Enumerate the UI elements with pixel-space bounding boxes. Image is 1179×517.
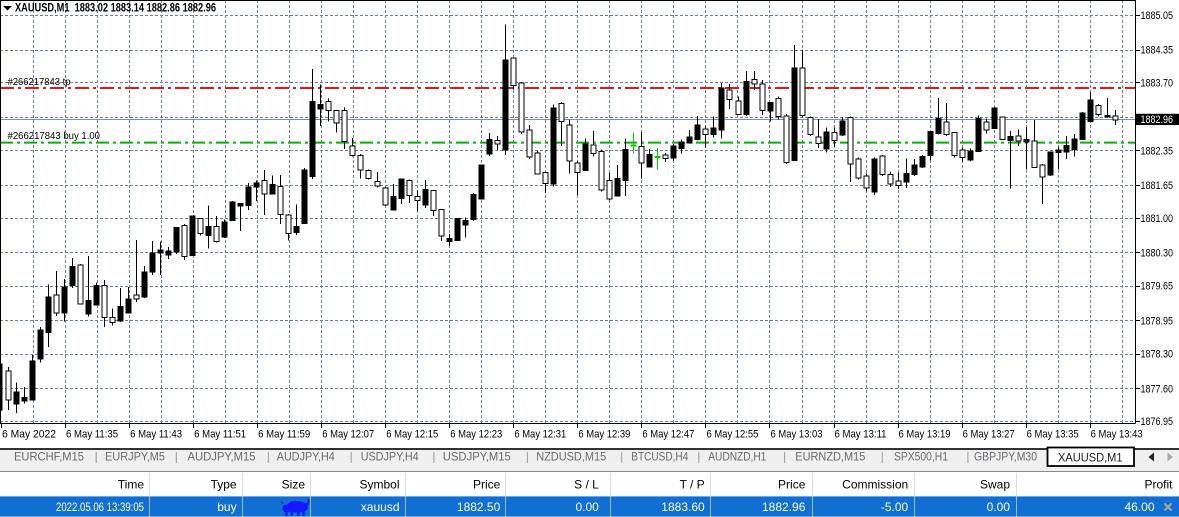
svg-text:SPX500,H1: SPX500,H1: [894, 450, 948, 464]
svg-text:#266217843 tp: #266217843 tp: [8, 76, 71, 88]
svg-text:xauusd: xauusd: [361, 500, 400, 514]
svg-text:USDJPY,M15: USDJPY,M15: [443, 450, 511, 464]
svg-text:1882.50: 1882.50: [457, 500, 501, 514]
svg-text:|: |: [267, 450, 270, 464]
svg-text:AUDJPY,M15: AUDJPY,M15: [188, 450, 256, 464]
svg-text:6 May 12:47: 6 May 12:47: [642, 429, 694, 441]
svg-text:|: |: [881, 450, 884, 464]
svg-text:|: |: [783, 450, 786, 464]
svg-text:1883.70: 1883.70: [1141, 77, 1174, 89]
svg-text:6 May 11:51: 6 May 11:51: [194, 429, 246, 441]
svg-text:1877.60: 1877.60: [1141, 383, 1174, 395]
svg-text:6 May 12:55: 6 May 12:55: [706, 429, 758, 441]
svg-text:AUDNZD,H1: AUDNZD,H1: [708, 450, 766, 464]
svg-text:1885.05: 1885.05: [1141, 10, 1174, 22]
svg-text:#266217843 buy 1.00: #266217843 buy 1.00: [8, 130, 101, 142]
svg-text:BTCUSD,H4: BTCUSD,H4: [631, 450, 688, 464]
svg-text:6 May 12:07: 6 May 12:07: [322, 429, 374, 441]
svg-text:Price: Price: [473, 478, 501, 492]
svg-text:1884.35: 1884.35: [1141, 44, 1174, 56]
svg-text:1878.30: 1878.30: [1141, 348, 1174, 360]
svg-text:6 May 13:27: 6 May 13:27: [963, 429, 1015, 441]
svg-text:Time: Time: [118, 478, 145, 492]
svg-text:0.00: 0.00: [987, 500, 1011, 514]
svg-text:1880.30: 1880.30: [1141, 247, 1174, 259]
svg-text:1878.95: 1878.95: [1141, 315, 1174, 327]
svg-text:Profit: Profit: [1144, 478, 1173, 492]
svg-text:|: |: [175, 450, 178, 464]
svg-text:1882.96: 1882.96: [1141, 114, 1174, 126]
svg-text:XAUUSD,M1 1883.02 1883.14 188: XAUUSD,M1 1883.02 1883.14 1882.86 1882.9…: [15, 1, 216, 15]
svg-text:6 May 11:35: 6 May 11:35: [66, 429, 118, 441]
svg-text:1882.35: 1882.35: [1141, 145, 1174, 157]
svg-text:XAUUSD,M1: XAUUSD,M1: [1058, 451, 1123, 465]
svg-text:6 May 12:23: 6 May 12:23: [450, 429, 502, 441]
svg-text:|: |: [966, 450, 969, 464]
svg-text:1879.65: 1879.65: [1141, 280, 1174, 292]
svg-text:6 May 11:59: 6 May 11:59: [258, 429, 310, 441]
svg-text:AUDJPY,H4: AUDJPY,H4: [277, 450, 335, 464]
svg-text:1881.65: 1881.65: [1141, 180, 1174, 192]
svg-text:Symbol: Symbol: [359, 478, 399, 492]
svg-text:NZDUSD,M15: NZDUSD,M15: [536, 450, 606, 464]
svg-text:T / P: T / P: [680, 478, 705, 492]
svg-text:|: |: [620, 450, 623, 464]
svg-text:6 May 12:31: 6 May 12:31: [514, 429, 566, 441]
svg-text:|: |: [95, 450, 98, 464]
svg-text:EURNZD,M15: EURNZD,M15: [795, 450, 865, 464]
svg-text:1876.95: 1876.95: [1141, 416, 1174, 428]
svg-text:buy: buy: [217, 500, 236, 514]
svg-text:6 May 13:11: 6 May 13:11: [835, 429, 887, 441]
svg-text:2022.05.06 13:39:05: 2022.05.06 13:39:05: [56, 500, 144, 514]
svg-text:Size: Size: [282, 478, 306, 492]
svg-text:Type: Type: [211, 478, 237, 492]
svg-text:46.00: 46.00: [1124, 500, 1154, 514]
svg-text:Commission: Commission: [842, 478, 908, 492]
svg-text:6 May 12:39: 6 May 12:39: [578, 429, 630, 441]
svg-text:Swap: Swap: [980, 478, 1010, 492]
svg-text:-5.00: -5.00: [881, 500, 909, 514]
svg-text:GBPJPY,M30: GBPJPY,M30: [974, 450, 1037, 464]
svg-text:EURJPY,M5: EURJPY,M5: [105, 450, 165, 464]
svg-text:EURCHF,M15: EURCHF,M15: [14, 450, 84, 464]
svg-text:1882.96: 1882.96: [762, 500, 806, 514]
svg-text:|: |: [526, 450, 529, 464]
svg-text:1881.00: 1881.00: [1141, 213, 1174, 225]
svg-text:6 May 11:43: 6 May 11:43: [130, 429, 182, 441]
svg-text:6 May 13:35: 6 May 13:35: [1027, 429, 1079, 441]
svg-text:6 May 13:19: 6 May 13:19: [899, 429, 951, 441]
svg-text:6 May 12:15: 6 May 12:15: [386, 429, 438, 441]
svg-text:1883.60: 1883.60: [661, 500, 705, 514]
svg-text:S / L: S / L: [574, 478, 599, 492]
svg-text:USDJPY,H4: USDJPY,H4: [361, 450, 419, 464]
svg-text:|: |: [350, 450, 353, 464]
svg-text:|: |: [432, 450, 435, 464]
svg-text:6 May 13:03: 6 May 13:03: [770, 429, 822, 441]
svg-text:6 May 2022: 6 May 2022: [2, 429, 56, 441]
svg-text:|: |: [697, 450, 700, 464]
svg-text:0.00: 0.00: [575, 500, 599, 514]
svg-text:6 May 13:43: 6 May 13:43: [1091, 429, 1143, 441]
svg-text:Price: Price: [778, 478, 806, 492]
